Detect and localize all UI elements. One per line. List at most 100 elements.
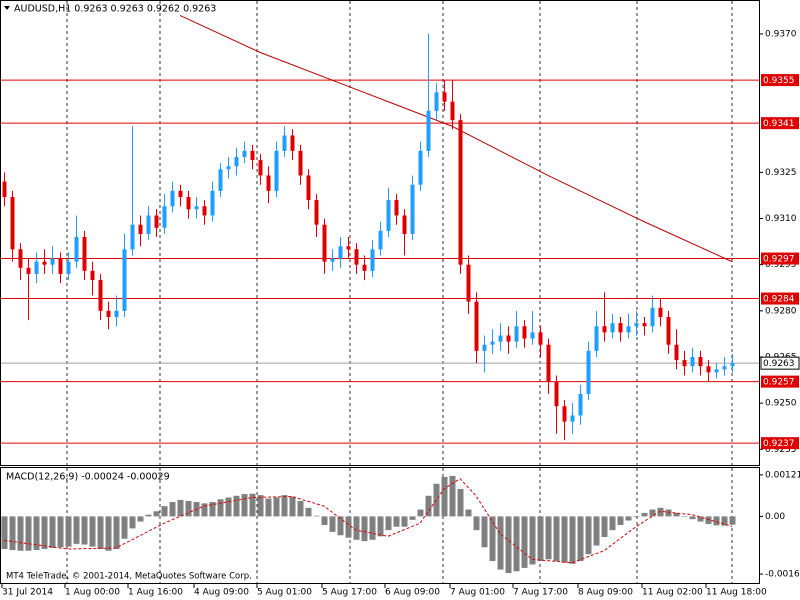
macd-bar [281,495,288,517]
macd-bar [617,516,624,525]
macd-bar [305,507,312,517]
candle-body [106,310,111,317]
candle-body [90,270,95,281]
macd-bar [361,516,368,542]
macd-bar [505,516,512,574]
level-label-box [761,74,799,87]
candle-body [162,206,167,228]
macd-bar [217,499,224,517]
macd-bar [633,516,640,518]
candle-body [282,135,287,151]
macd-bar [1,516,8,550]
macd-bar [593,516,600,546]
macd-bar [273,497,280,517]
macd-bar [529,516,536,565]
macd-bar [129,516,136,529]
candle-body [714,369,719,373]
macd-bar [265,498,272,517]
candle-body [466,264,471,302]
macd-bar [441,476,448,517]
macd-bar [473,516,480,531]
candle-body [722,366,727,370]
macd-bar [137,516,144,522]
level-label: 0.9297 [763,255,795,265]
candle-body [538,332,543,345]
candle-body [426,110,431,151]
macd-bar [233,495,240,517]
menu-arrow[interactable] [4,6,10,10]
y2-tick-label: 0.00 [765,512,785,522]
candle-body [610,323,615,333]
current-price-box [760,356,800,370]
macd-bar [209,501,216,517]
current-price-label: 0.9263 [763,359,795,369]
macd-bar [457,488,464,517]
macd-bar [313,515,320,517]
macd-bar [337,516,344,536]
x-tick-label: 7 Aug 17:00 [513,588,568,598]
candle-body [58,258,63,274]
candle-body [242,150,247,157]
candle-body [450,101,455,121]
level-label-box [761,292,799,305]
candle-body [554,381,559,407]
macd-bar [321,516,328,525]
macd-frame [0,467,760,584]
macd-bar [537,516,544,562]
candle-body [2,181,7,197]
macd-bar [89,516,96,547]
plot [1,15,760,574]
x-tick-label: 7 Aug 01:00 [450,588,505,598]
macd-title: MACD(12,26,9) -0.00024 -0.00029 [6,472,170,483]
level-label: 0.9341 [763,119,795,129]
x-tick-label: 6 Aug 09:00 [385,588,440,598]
candle-body [498,335,503,342]
main-frame [0,0,760,466]
candle-body [578,393,583,416]
candle-body [458,120,463,265]
candle-body [122,249,127,311]
candle-body [346,246,351,250]
macd-bar [561,516,568,563]
level-label: 0.9284 [763,295,795,305]
macd-bar [73,516,80,544]
macd-bar [145,514,152,517]
candle-body [274,150,279,191]
macd-bar [185,500,192,517]
candle-body [194,206,199,210]
candle-body [298,150,303,176]
candle-body [418,150,423,185]
candle-body [186,197,191,210]
macd-bar [569,516,576,564]
macd-bar [713,516,720,526]
macd-bar [393,516,400,527]
macd-bar [25,516,32,551]
candle-body [370,249,375,271]
macd-bar [705,516,712,524]
macd-bar [41,516,48,550]
candle-body [514,326,519,342]
candle-body [26,267,31,274]
macd-bar [521,516,528,568]
y-tick-label: 0.9235 [765,445,797,455]
candle-body [650,307,655,327]
candle-body [218,169,223,191]
macd-bar [641,512,648,517]
level-label-box [761,375,799,388]
macd-bar [553,516,560,562]
candle-body [378,230,383,250]
level-label: 0.9237 [763,439,795,449]
candle-body [210,190,215,216]
candle-body [434,92,439,111]
x-tick-label: 1 Aug 16:00 [128,588,183,598]
macd-bar [465,509,472,517]
macd-bar [601,516,608,537]
macd-bar [97,516,104,550]
candle-body [570,415,575,422]
candle-body [442,92,447,102]
x-tick-label: 4 Aug 09:00 [194,588,249,598]
candle-body [354,249,359,265]
macd-bar [513,516,520,572]
candle-body [698,357,703,367]
candle-body [362,264,367,271]
